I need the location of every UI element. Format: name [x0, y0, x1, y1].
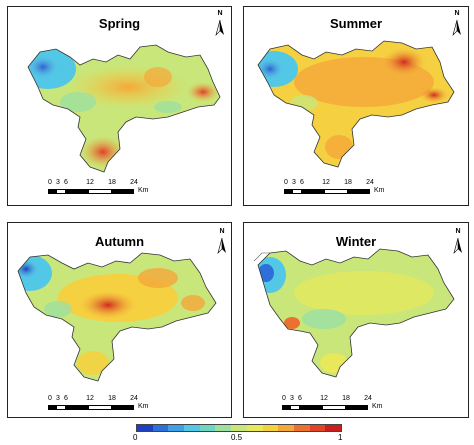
legend-swatch [262, 425, 279, 431]
legend-swatch [215, 425, 232, 431]
panel-title: Summer [329, 16, 383, 31]
legend-min-label: 0 [133, 433, 138, 442]
autumn-map [17, 252, 217, 382]
autumn-panel: Autumn N 0 3 6 12 18 24 Km [7, 222, 232, 418]
legend-max-label: 1 [338, 433, 343, 442]
scale-bar: 0 3 6 12 18 24 Km [284, 179, 385, 194]
spring-map [27, 44, 221, 173]
scale-bar: 0 3 6 12 18 24 Km [48, 395, 149, 410]
legend-swatch [137, 425, 153, 431]
panel-title: Winter [335, 234, 377, 249]
north-arrow-icon: N [214, 228, 230, 255]
legend-swatch [325, 425, 341, 431]
legend-swatch [246, 425, 263, 431]
north-arrow-icon: N [212, 10, 228, 37]
legend-swatch [199, 425, 216, 431]
summer-panel: Summer N 0 3 6 12 18 24 Km [243, 6, 469, 206]
legend-swatch [278, 425, 294, 431]
legend-swatch [309, 425, 326, 431]
color-legend [136, 424, 342, 432]
spring-panel: Spring N 0 3 6 12 18 24 Km [7, 6, 232, 206]
winter-panel: Winter N 0 3 6 12 18 24 Km [243, 222, 469, 418]
panel-title: Autumn [94, 234, 145, 249]
legend-mid-label: 0.5 [231, 433, 243, 442]
legend-swatch [293, 425, 310, 431]
north-arrow-icon: N [450, 228, 466, 255]
summer-map [257, 40, 455, 168]
scale-bar: 0 3 6 12 18 24 Km [48, 179, 149, 194]
legend-swatch [184, 425, 200, 431]
scale-bar: 0 3 6 12 18 24 Km [282, 395, 383, 410]
legend-swatch [152, 425, 169, 431]
north-arrow-icon: N [449, 10, 465, 37]
legend-swatch [231, 425, 247, 431]
panel-title: Spring [98, 16, 141, 31]
winter-map [253, 248, 455, 378]
legend-swatch [168, 425, 185, 431]
